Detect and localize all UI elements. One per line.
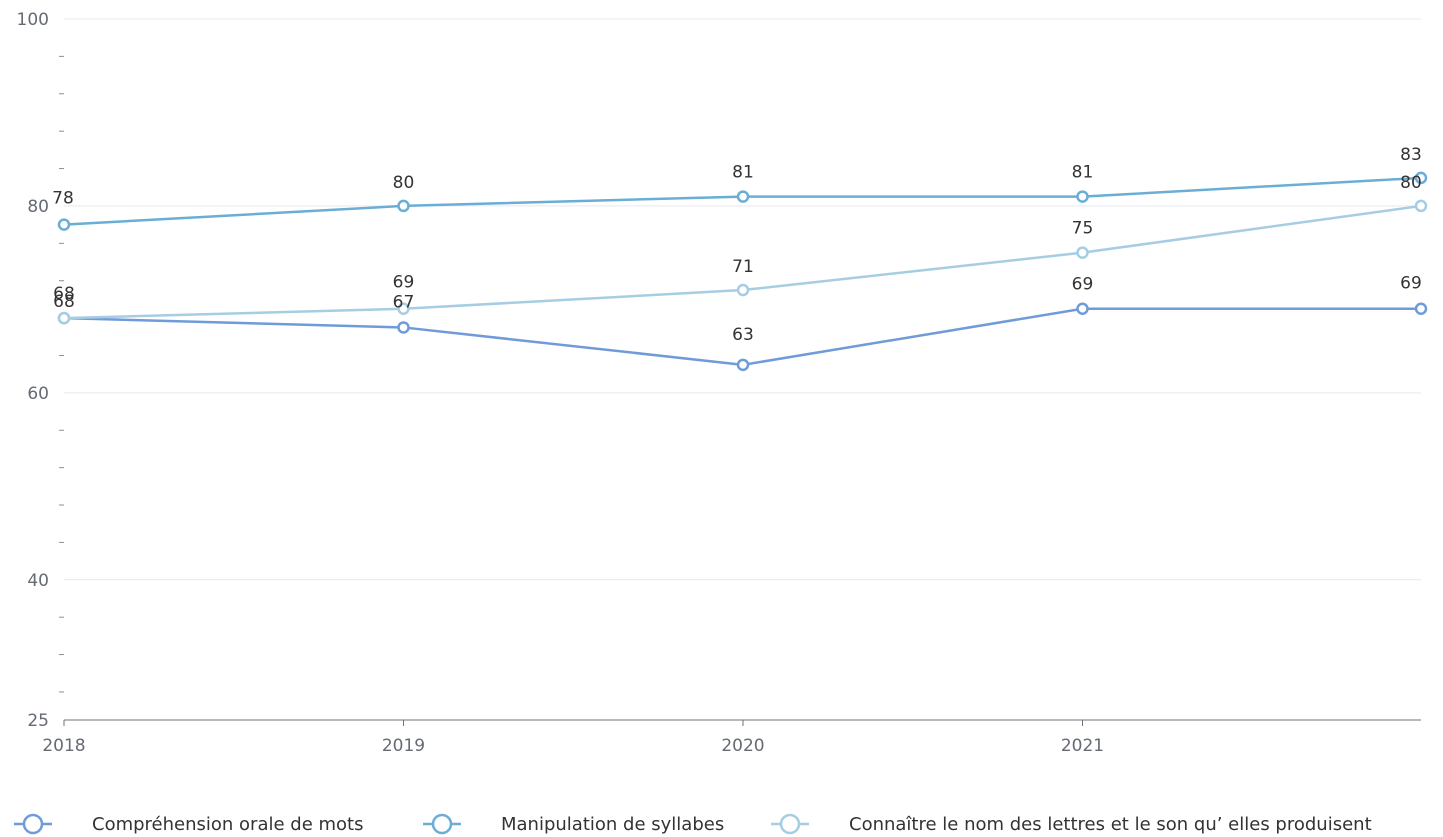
data-label: 63 xyxy=(732,325,754,345)
legend-item[interactable]: Manipulation de syllabes xyxy=(423,813,724,835)
data-labels: 68 67 63 69 69 78 80 81 81 83 68 69 71 75 80 xyxy=(52,145,1422,345)
data-label: 80 xyxy=(1400,173,1422,193)
data-label: 83 xyxy=(1400,145,1422,165)
data-point[interactable] xyxy=(397,302,410,315)
y-tick-label: 100 xyxy=(17,10,49,30)
y-tick-label: 25 xyxy=(27,711,49,731)
x-tick-label: 2020 xyxy=(721,736,764,756)
data-label: 81 xyxy=(732,163,754,183)
axes: 25 40 60 80 100 2018 2019 2020 2021 xyxy=(17,10,1421,756)
data-label: 71 xyxy=(732,257,754,277)
legend-marker-icon xyxy=(779,813,801,835)
data-point[interactable] xyxy=(736,358,750,372)
y-tick-label: 40 xyxy=(27,571,49,591)
data-point[interactable] xyxy=(1414,171,1428,185)
data-label: 69 xyxy=(393,273,415,293)
data-point[interactable] xyxy=(736,190,750,203)
legend-marker-icon xyxy=(22,813,44,835)
data-point[interactable] xyxy=(1076,246,1089,259)
data-label: 69 xyxy=(1400,274,1422,294)
grid-lines xyxy=(64,18,1421,581)
data-label: 68 xyxy=(53,292,75,312)
legend-item[interactable]: Compréhension orale de mots xyxy=(14,813,363,835)
data-label: 67 xyxy=(393,292,415,312)
legend-label: Connaître le nom des lettres et le son q… xyxy=(849,814,1372,835)
y-tick-label: 60 xyxy=(27,384,49,404)
legend-item[interactable]: Connaître le nom des lettres et le son q… xyxy=(771,813,1372,835)
data-label: 81 xyxy=(1072,163,1094,183)
data-label: 69 xyxy=(1072,275,1094,295)
data-point[interactable] xyxy=(397,199,410,213)
legend-marker-icon xyxy=(431,813,453,835)
data-label: 68 xyxy=(53,284,75,304)
data-point[interactable] xyxy=(1414,199,1428,213)
data-point[interactable] xyxy=(397,321,410,334)
x-tick-label: 2018 xyxy=(42,736,85,756)
data-point[interactable] xyxy=(57,218,71,231)
data-point[interactable] xyxy=(1076,190,1089,203)
data-label: 80 xyxy=(393,173,415,193)
data-label: 75 xyxy=(1072,219,1094,239)
legend-label: Compréhension orale de mots xyxy=(92,814,363,835)
legend-label: Manipulation de syllabes xyxy=(501,814,724,835)
data-point[interactable] xyxy=(1414,302,1428,315)
data-point[interactable] xyxy=(57,311,71,325)
data-label: 78 xyxy=(52,189,74,209)
legend[interactable]: Compréhension orale de mots Manipulation … xyxy=(14,813,1372,835)
x-tick-label: 2019 xyxy=(382,736,425,756)
data-point[interactable] xyxy=(736,283,750,297)
series-lines xyxy=(57,171,1428,372)
y-tick-label: 80 xyxy=(27,197,49,217)
x-tick-label: 2021 xyxy=(1061,736,1104,756)
data-point[interactable] xyxy=(1076,302,1089,315)
